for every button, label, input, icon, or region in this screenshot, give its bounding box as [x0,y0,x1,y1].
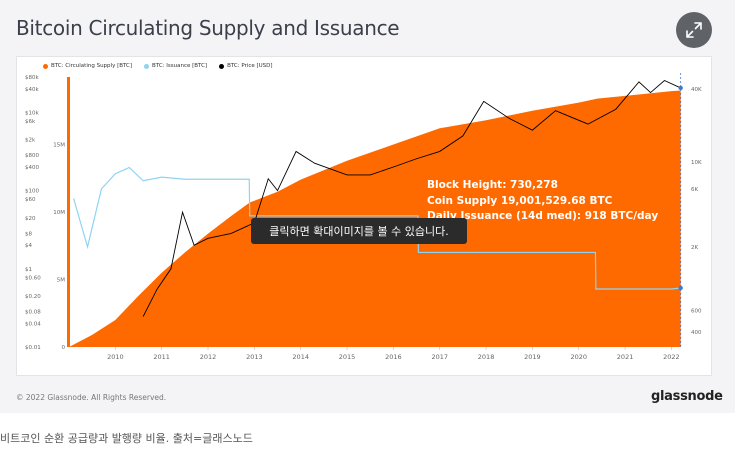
supply-axis-label: 10M [53,210,65,216]
price-axis-label: $400 [25,165,39,171]
x-tick-label-2017: 2017 [431,353,448,361]
issuance-axis-label: 400 [691,330,702,336]
x-tick-label-2022: 2022 [663,353,680,361]
price-axis-label: $8 [25,231,32,237]
issuance-axis-label: 600 [691,308,702,314]
chart-svg: 2010 2011 2012 2013 2014 2015 2016 2017 2018 2019… [25,73,702,361]
annotation-coin-supply: Coin Supply 19,001,529.68 BTC [427,195,613,207]
legend-label-price: BTC: Price [USD] [227,63,273,69]
price-axis-label: $10k [25,110,39,116]
marker-dot-issuance [678,285,683,291]
price-axis-label: $2k [25,138,36,144]
x-tick-label-2013: 2013 [246,353,263,361]
chart-area: BTC: Circulating Supply [BTC] BTC: Issua… [16,56,712,376]
supply-axis-bar [67,77,70,347]
price-axis-label: $800 [25,153,39,159]
issuance-axis-label: 10K [691,160,702,166]
x-tick-label-2014: 2014 [292,353,309,361]
chart-legend: BTC: Circulating Supply [BTC] BTC: Issua… [43,63,273,69]
x-tick-label-2019: 2019 [524,353,541,361]
x-tick-label-2012: 2012 [200,353,217,361]
x-tick-label-2010: 2010 [107,353,124,361]
x-tick-label-2016: 2016 [385,353,402,361]
price-axis-label: $40k [25,87,39,93]
chart-card: Bitcoin Circulating Supply and Issuance … [0,0,735,413]
price-axis-label: $0.60 [25,275,41,281]
price-axis-label: $0.01 [25,345,41,351]
legend-dot-issuance [144,63,150,69]
expand-button[interactable] [676,12,712,48]
x-tick-label-2018: 2018 [478,353,495,361]
price-axis-label: $0.04 [25,321,41,327]
legend-item-supply: BTC: Circulating Supply [BTC] [43,63,132,69]
issuance-axis-label: 40K [691,87,702,93]
supply-axis-label: 0 [62,345,66,351]
annotation-daily-issuance: Daily Issuance (14d med): 918 BTC/day [427,210,658,222]
price-axis-label: $80k [25,75,39,81]
x-tick-label-2015: 2015 [339,353,356,361]
legend-label-supply: BTC: Circulating Supply [BTC] [51,63,133,69]
legend-dot-price [219,63,225,69]
marker-dot-price [678,85,683,91]
copyright-text: © 2022 Glassnode. All Rights Reserved. [16,393,167,402]
price-axis-label: $20 [25,216,36,222]
price-line [142,79,681,317]
price-axis-label: $6k [25,119,36,125]
legend-item-issuance: BTC: Issuance [BTC] [144,63,207,69]
tooltip-click-to-enlarge: 클릭하면 확대이미지를 볼 수 있습니다. [251,218,467,244]
price-axis-label: $0.08 [25,310,41,316]
expand-arrows-icon [686,22,702,38]
x-tick-label-2021: 2021 [617,353,634,361]
legend-dot-supply [43,63,48,69]
price-axis-label: $4 [25,243,32,249]
supply-axis-label: 15M [53,143,65,149]
issuance-axis-label: 6K [691,187,698,193]
annotation-block-height: Block Height: 730,278 [427,179,558,191]
legend-item-price: BTC: Price [USD] [219,63,273,69]
issuance-axis-label: 2K [691,245,698,251]
x-tick-label-2011: 2011 [153,353,170,361]
brand-logo: glassnode [651,389,723,404]
issuance-line [73,166,681,290]
supply-axis-label: 5M [57,278,65,284]
price-axis-label: $1 [25,267,32,273]
price-axis-label: $60 [25,197,36,203]
price-axis-label: $0.20 [25,294,41,300]
page-title: Bitcoin Circulating Supply and Issuance [16,16,400,40]
legend-label-issuance: BTC: Issuance [BTC] [152,63,208,69]
image-caption: 비트코인 순환 공급량과 발행량 비율. 출처=글래스노드 [0,432,253,445]
price-axis-label: $100 [25,189,39,195]
x-tick-label-2020: 2020 [570,353,587,361]
